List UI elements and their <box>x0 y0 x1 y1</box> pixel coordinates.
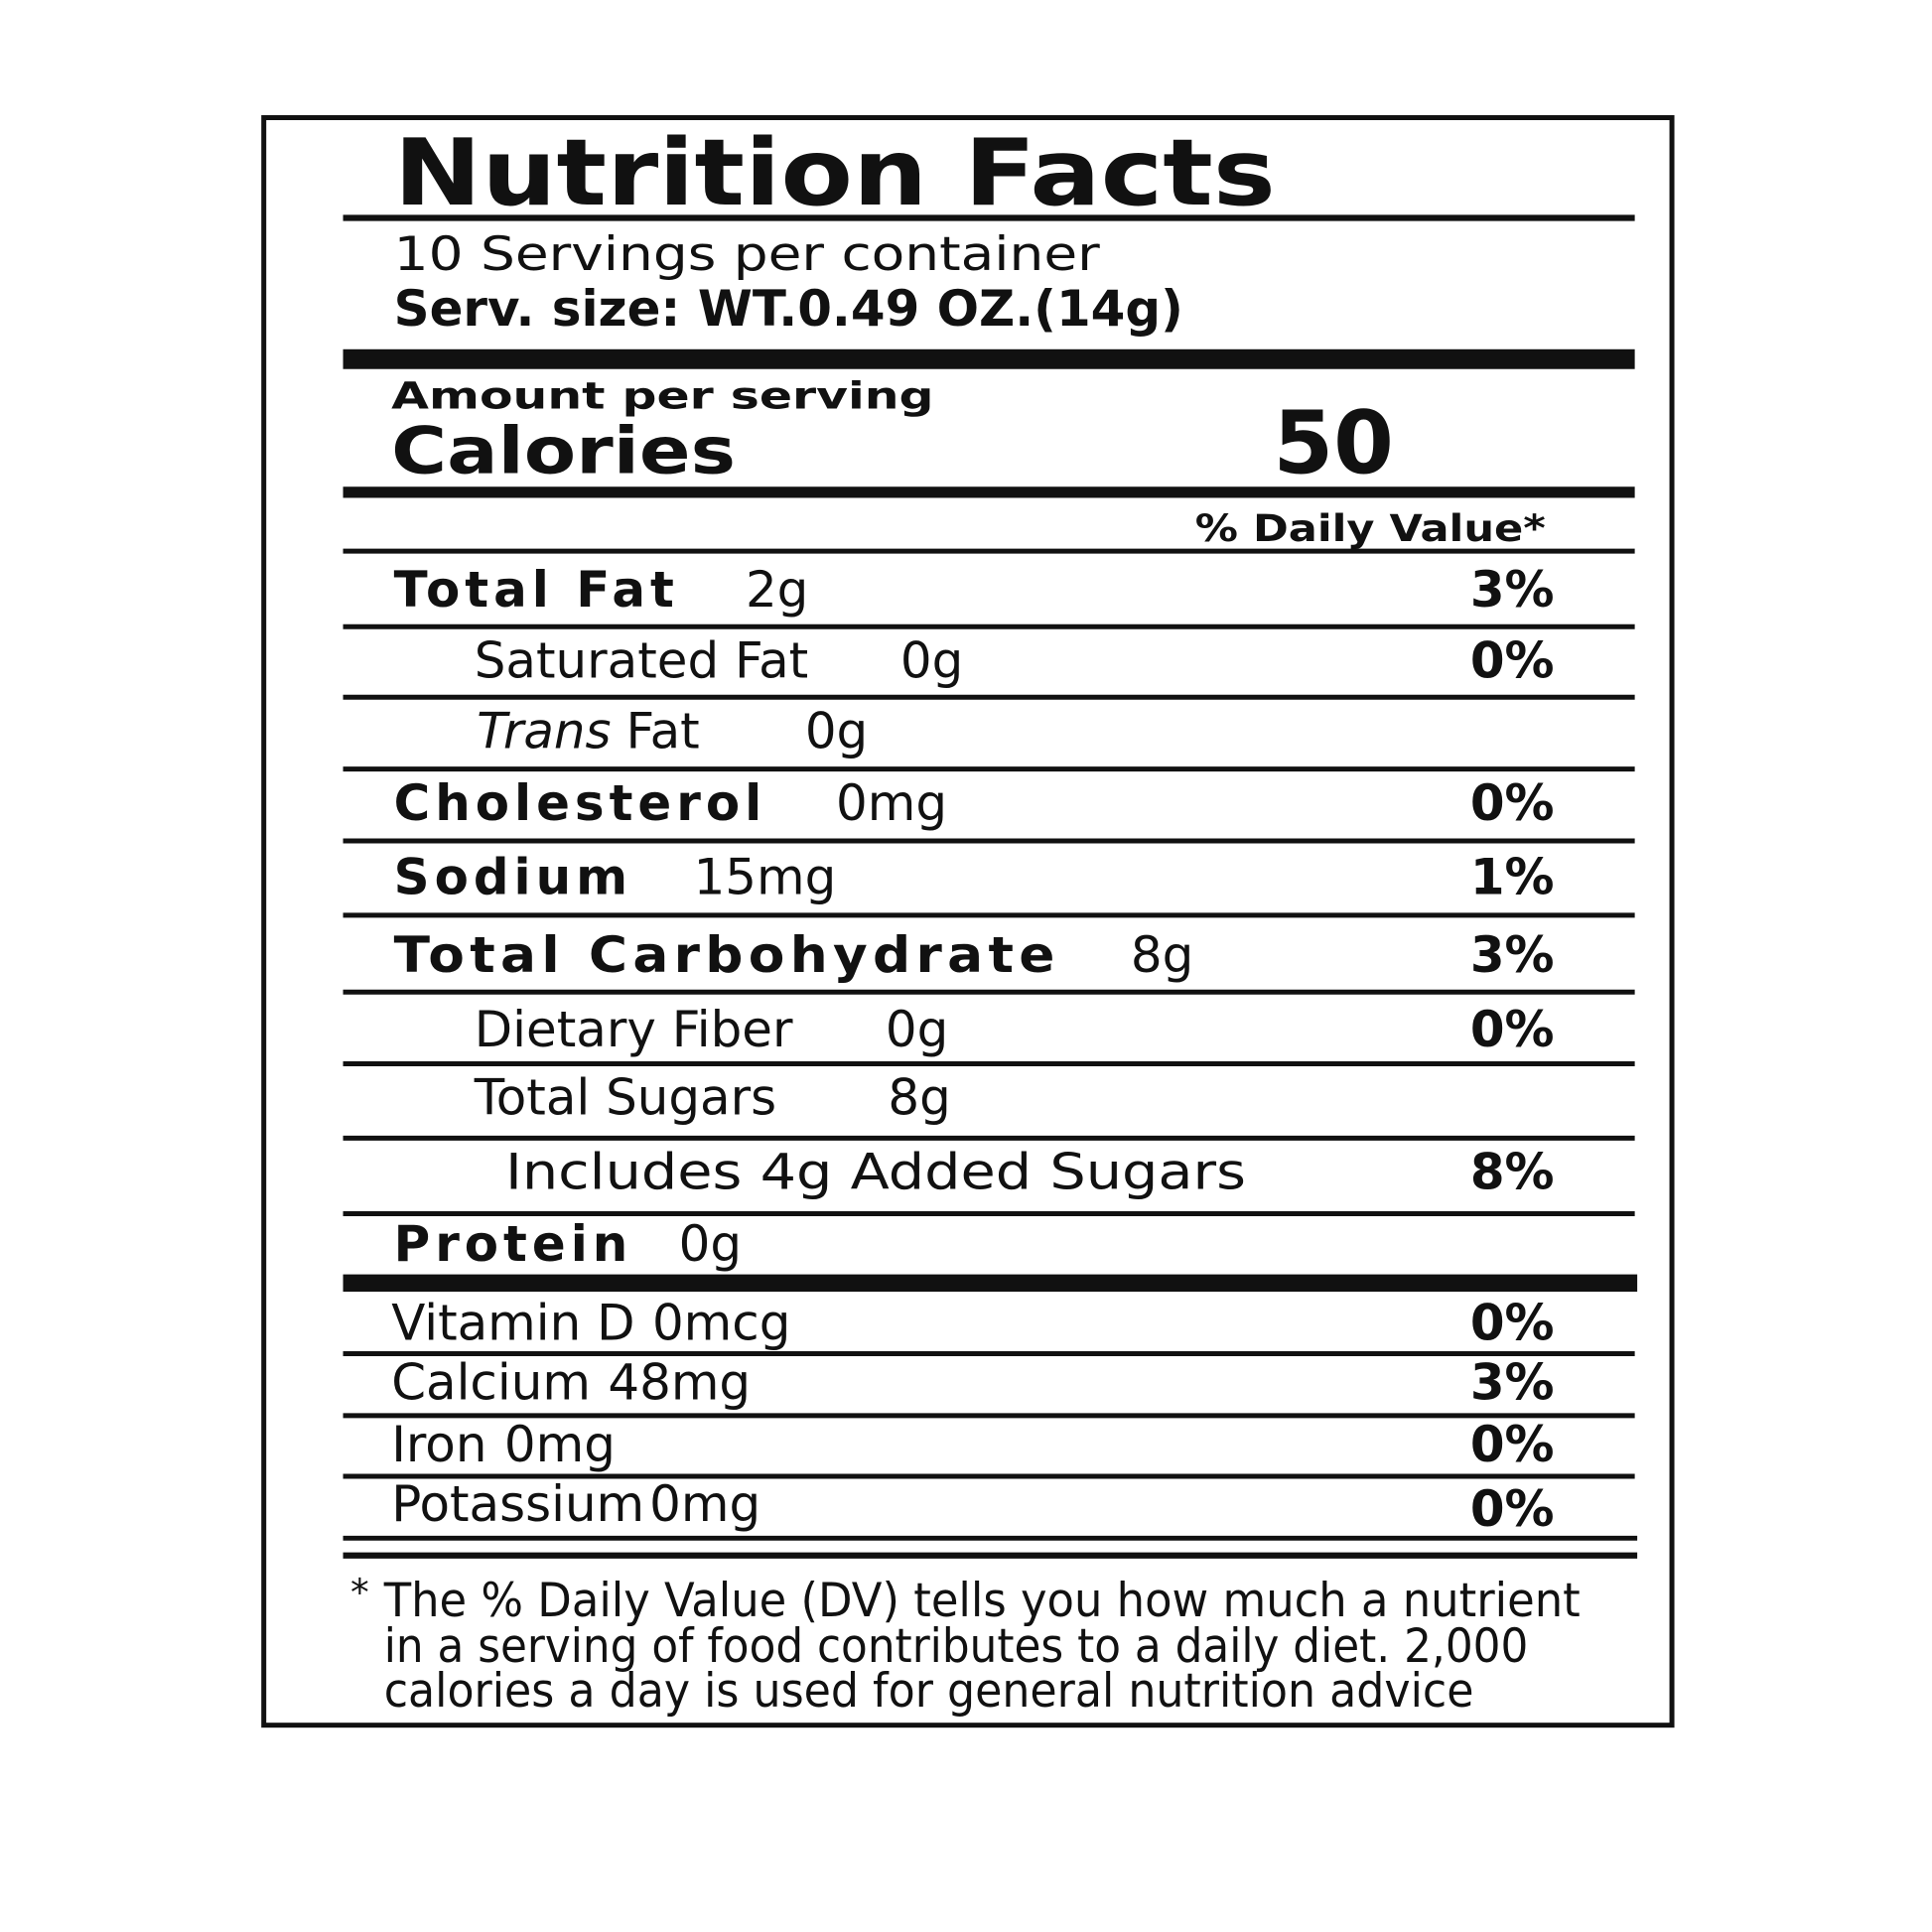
nutrient-name: Dietary Fiber <box>475 1001 793 1058</box>
vitamin-name: Vitamin D <box>391 1295 634 1352</box>
nutrient-name-italic: Trans <box>477 702 611 759</box>
nutrient-amount: 0g <box>886 1001 948 1058</box>
vitamin-amount: 0mcg <box>652 1295 790 1352</box>
thick-rule <box>343 348 1635 369</box>
nutrient-name: Total Sugars <box>474 1069 776 1127</box>
vitamin: Vitamin D 0mcg <box>391 1295 790 1352</box>
nutrient-dv: 3% <box>1470 926 1555 984</box>
footnote-line: calories a day is used for general nutri… <box>384 1664 1474 1719</box>
thick-rule <box>343 1274 1638 1293</box>
footnote-line: in a serving of food contributes to a da… <box>384 1619 1529 1674</box>
nutrient-name: Trans Fat <box>477 702 699 759</box>
vitamin: Potassium 0mg <box>391 1475 760 1533</box>
nutrient-name: Protein <box>394 1215 633 1273</box>
vitamin-name: Calcium <box>391 1354 591 1412</box>
nutrient-amount: 0g <box>805 702 868 759</box>
nutrient-name: Total Fat <box>394 561 679 619</box>
vitamin-dv: 0% <box>1470 1416 1555 1473</box>
nutrient-name: Sodium <box>394 849 632 906</box>
nutrient-name: Saturated Fat <box>475 631 808 689</box>
serving-size: Serv. size: WT.0.49 OZ.(14g) <box>394 280 1183 338</box>
nutrient-name-rest: Fat <box>625 702 699 759</box>
serving-size-value: WT.0.49 OZ.(14g) <box>698 280 1183 338</box>
footnote-marker: * <box>350 1571 369 1614</box>
vitamin-dv: 3% <box>1470 1354 1555 1412</box>
title: Nutrition Facts <box>394 119 1276 226</box>
nutrient-dv: 3% <box>1470 561 1555 619</box>
nutrient-amount: 8g <box>1131 926 1193 984</box>
amount-per-serving: Amount per serving <box>391 374 933 418</box>
vitamin-amount: 0mg <box>504 1416 616 1473</box>
serving-size-label: Serv. size: <box>394 280 681 338</box>
calories-value: 50 <box>1273 393 1394 494</box>
nutrient-amount: 8g <box>888 1069 950 1127</box>
medium-rule <box>343 486 1635 498</box>
vitamin-amount: 48mg <box>608 1354 751 1412</box>
vitamin: Iron 0mg <box>391 1416 616 1473</box>
nutrient-dv: 0% <box>1470 631 1555 689</box>
nutrient-dv: 0% <box>1470 774 1555 832</box>
nutrient-name: Includes 4g Added Sugars <box>505 1144 1246 1201</box>
calories-label: Calories <box>391 415 736 489</box>
vitamin-rows: Vitamin D 0mcg 0% Calcium 48mg 3% Iron 0mg … <box>343 1295 1635 1538</box>
nutrient-amount: 15mg <box>694 849 837 906</box>
nutrient-amount: 0g <box>679 1215 742 1273</box>
footnote-line: The % Daily Value (DV) tells you how muc… <box>383 1574 1581 1628</box>
nutrient-dv: 8% <box>1470 1144 1555 1201</box>
nutrient-amount: 0g <box>900 631 963 689</box>
nutrient-name: Cholesterol <box>394 774 766 832</box>
vitamin-dv: 0% <box>1470 1480 1555 1538</box>
vitamin-name: Potassium <box>391 1475 644 1533</box>
nutrient-amount: 2g <box>746 561 808 619</box>
nutrient-amount: 0mg <box>836 774 947 832</box>
vitamin-amount: 0mg <box>649 1475 760 1533</box>
vitamin: Calcium 48mg <box>391 1354 751 1412</box>
vitamin-dv: 0% <box>1470 1295 1555 1352</box>
vitamin-name: Iron <box>391 1416 486 1473</box>
daily-value-header: % Daily Value* <box>1195 506 1546 550</box>
nutrient-rows: Total Fat 2g 3% Saturated Fat 0g 0% Tran… <box>343 561 1635 1273</box>
label-border <box>261 115 1675 1728</box>
servings: 10 Servings per container <box>394 227 1101 282</box>
nutrient-dv: 0% <box>1470 1001 1555 1058</box>
nutrient-name: Total Carbohydrate <box>394 926 1060 984</box>
nutrient-dv: 1% <box>1470 849 1555 906</box>
